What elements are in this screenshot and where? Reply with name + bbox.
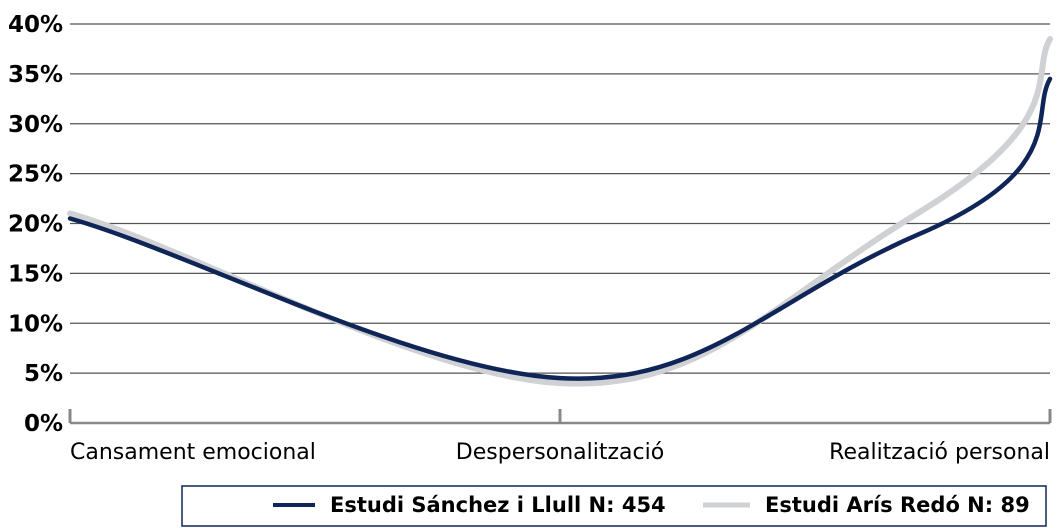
y-tick-label: 25% bbox=[8, 162, 63, 188]
y-tick-label: 35% bbox=[8, 62, 63, 88]
x-category-label: Despersonalització bbox=[456, 440, 664, 465]
x-category-label: Cansament emocional bbox=[70, 440, 316, 465]
series-line-sanchez bbox=[67, 76, 1053, 381]
series-line-aris bbox=[67, 35, 1053, 387]
y-tick-label: 10% bbox=[8, 311, 63, 337]
series-lines bbox=[67, 35, 1053, 387]
x-axis: Cansament emocional Despersonalització Rea… bbox=[68, 409, 1052, 465]
y-tick-label: 20% bbox=[8, 212, 63, 238]
y-tick-label: 5% bbox=[24, 361, 63, 387]
legend-label: Estudi Arís Redó N: 89 bbox=[765, 493, 1030, 517]
legend: Estudi Sánchez i Llull N: 454 Estudi Arís… bbox=[181, 485, 1047, 527]
y-tick-label: 30% bbox=[8, 112, 63, 138]
y-tick-label: 0% bbox=[24, 411, 63, 437]
y-axis: 0% 5% 10% 15% 20% 25% 30% 35% 40% bbox=[8, 12, 63, 437]
legend-label: Estudi Sánchez i Llull N: 454 bbox=[330, 493, 666, 517]
y-tick-label: 40% bbox=[8, 12, 63, 38]
gridlines bbox=[70, 23, 1050, 374]
x-category-label: Realització personal bbox=[829, 440, 1050, 465]
legend-box bbox=[181, 485, 1047, 527]
y-tick-label: 15% bbox=[8, 261, 63, 287]
